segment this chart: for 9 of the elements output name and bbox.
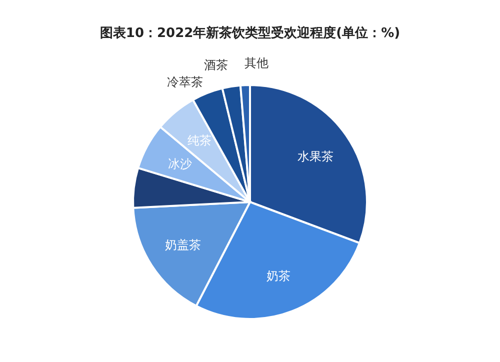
slice-label: 冷萃茶 bbox=[166, 74, 203, 89]
slice-label: 酒茶 bbox=[204, 58, 228, 72]
slice-label: 冰沙 bbox=[168, 157, 192, 172]
chart-title: 图表10：2022年新茶饮类型受欢迎程度(单位：%) bbox=[100, 25, 400, 41]
slice-label: 纯茶 bbox=[187, 134, 212, 148]
slice-label: 奶盖茶 bbox=[165, 238, 202, 252]
slice-label: 水果茶 bbox=[297, 150, 334, 164]
slice-label: 奶茶 bbox=[266, 269, 291, 284]
slice-label: 其他 bbox=[244, 56, 268, 70]
